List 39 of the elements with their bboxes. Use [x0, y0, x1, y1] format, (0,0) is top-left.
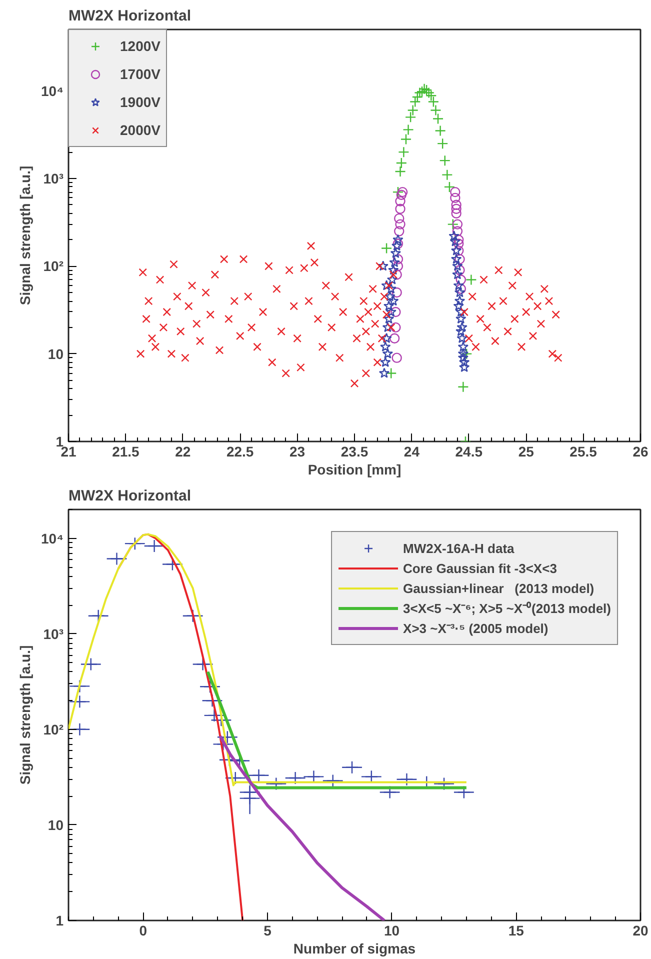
- y-axis-title: Signal strength [a.u.]: [17, 645, 34, 785]
- x-tick-label: 10: [384, 922, 400, 938]
- legend-label: 2000V: [120, 122, 160, 138]
- y-tick-label: 10⁴: [41, 530, 64, 546]
- legend-label: Gaussian+linear (2013 model): [403, 580, 594, 596]
- x-tick-label: 15: [508, 922, 524, 938]
- x-tick-label: 22.5: [226, 444, 254, 460]
- legend-label: Core Gaussian fit -3<X<3: [403, 560, 557, 576]
- x-tick-label: 20: [632, 922, 648, 938]
- x-tick-label: 22: [175, 444, 191, 460]
- x-tick-label: 24: [404, 444, 420, 460]
- y-tick-label: 10⁴: [41, 82, 64, 99]
- y-tick-label: 10: [48, 816, 64, 833]
- y-tick-label: 10³: [43, 626, 64, 642]
- x-tick-label: 25.5: [570, 444, 598, 460]
- x-tick-label: 0: [139, 922, 148, 938]
- x-tick-label: 24.5: [455, 444, 483, 460]
- y-tick-label: 10²: [43, 258, 64, 274]
- legend-label: 1900V: [120, 94, 160, 110]
- legend-label: 1200V: [120, 38, 160, 54]
- x-tick-label: 26: [632, 444, 648, 460]
- x-tick-label: 23: [290, 444, 306, 460]
- y-tick-label: 1: [56, 912, 64, 928]
- x-tick-label: 21.5: [112, 444, 140, 460]
- y-tick-label: 10²: [43, 721, 64, 738]
- x-tick-label: 23.5: [340, 444, 368, 460]
- legend-label: MW2X-16A-H data: [403, 540, 514, 556]
- x-tick-label: 25: [518, 444, 534, 460]
- y-tick-label: 10: [48, 346, 64, 362]
- legend-label: X>3 ~X⁻³·⁵ (2005 model): [403, 620, 548, 637]
- chart-title: MW2X Horizontal: [68, 8, 191, 24]
- x-axis-title: Position [mm]: [308, 462, 402, 478]
- y-tick-label: 10³: [43, 170, 64, 186]
- legend-label: 1700V: [120, 66, 160, 82]
- y-axis-title: Signal strength [a.u.]: [17, 166, 34, 306]
- x-tick-label: 5: [264, 922, 272, 938]
- chart-title: MW2X Horizontal: [68, 488, 191, 504]
- legend-label: 3<X<5 ~X⁻⁶; X>5 ~X⁻⁰(2013 model): [403, 600, 611, 617]
- x-axis-title: Number of sigmas: [293, 940, 416, 956]
